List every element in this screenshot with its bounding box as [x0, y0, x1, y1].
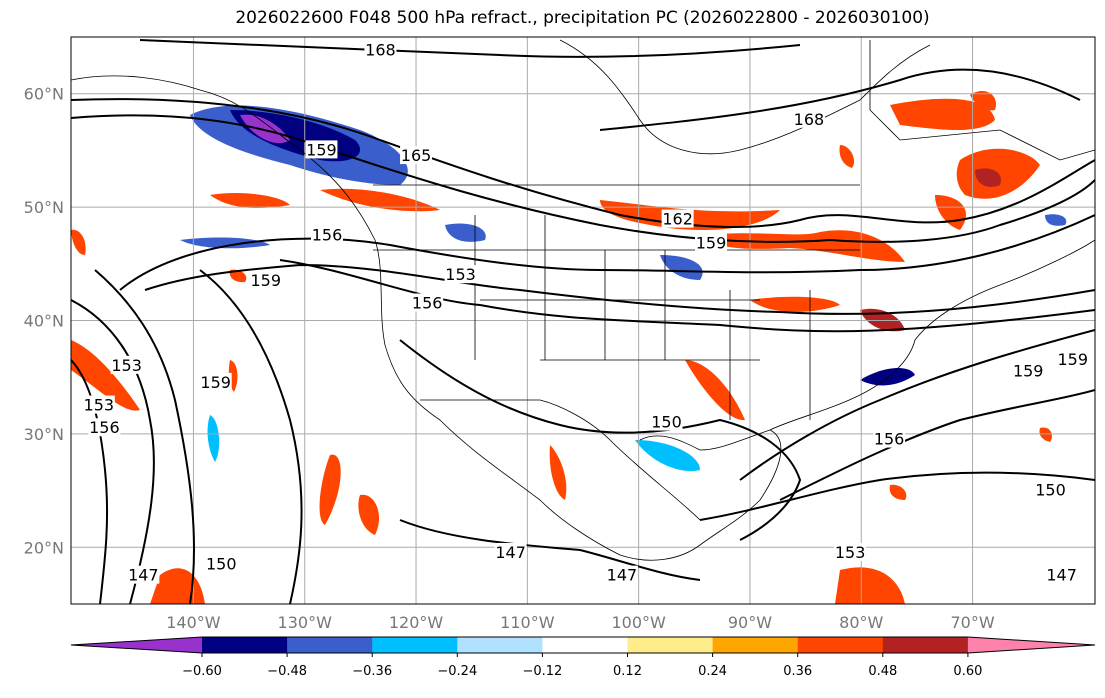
contour-label: 159 [306, 140, 337, 159]
contour-label: 159 [251, 271, 282, 290]
contour-label: 156 [89, 418, 120, 437]
contour-label-bg [127, 565, 160, 584]
contour-label-bg [444, 265, 477, 284]
lon-tick-label: 140°W [166, 613, 221, 632]
coastlines-borders [71, 39, 1095, 561]
contour-label-bg [1056, 350, 1089, 369]
contour-label: 159 [696, 233, 727, 252]
lat-tick-label: 30°N [24, 425, 64, 444]
colorbar-tick-label: −0.24 [437, 664, 477, 679]
colorbar: −0.60 −0.48 −0.36 −0.24 −0.12 0.12 0.24 0.36 0.4… [70, 636, 1096, 679]
contour-label-bg [82, 395, 115, 414]
colorbar-tick-label: −0.48 [267, 664, 307, 679]
contour-label-bg [205, 554, 238, 573]
contour-label: 147 [607, 566, 638, 585]
lon-tick-label: 100°W [611, 613, 666, 632]
lon-tick-label: 90°W [728, 613, 772, 632]
contour-label-bg [873, 429, 906, 448]
colorbar-segment-max-extend [967, 637, 1095, 653]
contour-label: 147 [1046, 566, 1077, 585]
lon-tick-label: 110°W [500, 613, 555, 632]
lat-tick-label: 50°N [24, 198, 64, 217]
contour-label: 156 [874, 430, 905, 449]
contour-label: 150 [1035, 481, 1066, 500]
contour-label-bg [400, 146, 433, 165]
contour-label: 168 [365, 41, 396, 60]
lon-tick-label: 130°W [278, 613, 333, 632]
lon-tick-label: 70°W [950, 613, 994, 632]
refractivity-contours [71, 39, 1095, 604]
contour-label-bg [411, 293, 444, 312]
contour-label: 153 [445, 265, 476, 284]
colorbar-segment [712, 637, 799, 653]
lon-tick-label: 80°W [839, 613, 883, 632]
contour-label: 159 [1013, 362, 1044, 381]
colorbar-tick-label: 0.12 [613, 664, 642, 679]
contour-label: 153 [111, 356, 142, 375]
map-frame [70, 36, 1096, 605]
contour-label-bg [88, 418, 121, 437]
contour-label-bg [792, 109, 825, 128]
colorbar-segment-min-extend [71, 637, 202, 653]
colorbar-tick-label: 0.36 [783, 664, 812, 679]
colorbar-segment [457, 637, 543, 653]
contour-label: 168 [794, 110, 825, 129]
contour-label-bg [661, 209, 694, 228]
contour-label-bg [110, 355, 143, 374]
contour-label-bg [364, 40, 397, 59]
contour-label-bg [311, 225, 343, 244]
colorbar-segment [797, 637, 884, 653]
colorbar-tick-label: 0.48 [868, 664, 897, 679]
colorbar-segment [287, 637, 373, 653]
colorbar-tick-label: 0.60 [953, 664, 982, 679]
contour-label-bg [305, 140, 338, 159]
contour-label-bg [1045, 565, 1078, 584]
contour-label: 153 [835, 543, 866, 562]
contour-labels: 1681681651591621591561531591561531591531… [82, 40, 1089, 585]
axis-ticks: 140°W 130°W 120°W 110°W 100°W 90°W 80°W 70°W 60°… [24, 85, 995, 632]
contour-label: 162 [662, 210, 693, 229]
contour-label: 150 [206, 554, 237, 573]
contour-label-bg [834, 542, 867, 561]
colorbar-tick-label: 0.24 [698, 664, 727, 679]
colorbar-segment [882, 637, 969, 653]
colorbar-tick-label: −0.12 [522, 664, 562, 679]
contour-label: 150 [651, 413, 682, 432]
colorbar-tick-label: −0.36 [352, 664, 392, 679]
contour-label: 159 [1057, 350, 1088, 369]
contour-label-bg [249, 270, 282, 289]
colorbar-segment [627, 637, 714, 653]
lat-tick-label: 40°N [24, 312, 64, 331]
contour-label: 165 [401, 146, 432, 165]
contour-label: 159 [200, 373, 231, 392]
contour-label: 156 [312, 225, 343, 244]
contour-label: 153 [84, 396, 115, 415]
contour-label: 147 [128, 566, 159, 585]
contour-label-bg [199, 372, 232, 391]
contour-label: 147 [495, 543, 526, 562]
contour-label: 156 [412, 293, 443, 312]
lat-tick-label: 20°N [24, 538, 64, 557]
contour-label-bg [650, 412, 683, 431]
colorbar-segment [202, 637, 288, 653]
contour-label-bg [605, 565, 638, 584]
contour-label-bg [494, 542, 527, 561]
contour-label-bg [1012, 361, 1045, 380]
contour-label-bg [1034, 480, 1067, 499]
colorbar-tick-label: −0.60 [182, 664, 222, 679]
lat-tick-label: 60°N [24, 85, 64, 104]
contour-label-bg [695, 233, 727, 252]
lon-tick-label: 120°W [389, 613, 444, 632]
colorbar-segment [372, 637, 458, 653]
map-title: 2026022600 F048 500 hPa refract., precip… [235, 8, 930, 28]
colorbar-segment [542, 637, 628, 653]
